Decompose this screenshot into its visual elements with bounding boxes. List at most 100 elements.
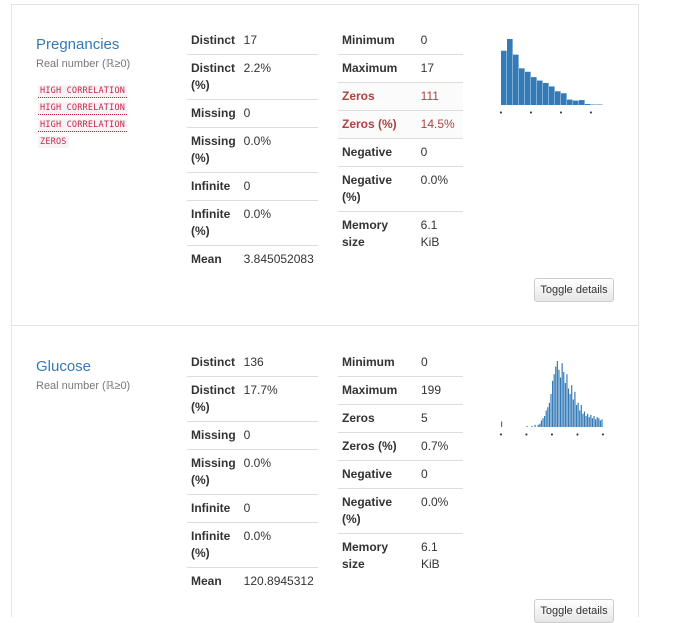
stat-label: Infinite (%) — [187, 201, 240, 246]
histogram-bar — [573, 101, 579, 105]
histogram-bar — [549, 403, 550, 427]
histogram-bar — [546, 411, 547, 428]
badge-list: HIGH CORRELATION HIGH CORRELATION HIGH C… — [38, 85, 127, 152]
stat-value: 0 — [417, 139, 463, 167]
high-correlation-badge[interactable]: HIGH CORRELATION — [38, 119, 127, 132]
stat-value: 111 — [417, 83, 463, 111]
stat-value: 0.0% — [240, 523, 318, 568]
histogram-tick-label: • — [601, 431, 605, 439]
histogram-bar — [597, 417, 598, 427]
histogram-bar — [578, 403, 579, 427]
histogram-tick-label: • — [550, 431, 554, 439]
zeros-badge: ZEROS — [38, 136, 69, 148]
variable-name[interactable]: Glucose — [36, 358, 91, 375]
histogram-tick-label: • — [499, 431, 503, 439]
stat-row-warning: Zeros (%)14.5% — [338, 111, 463, 139]
stat-value: 0.7% — [417, 433, 463, 461]
variable-name[interactable]: Pregnancies — [36, 36, 119, 53]
stat-row: Distinct (%)17.7% — [187, 377, 318, 422]
histogram-bar — [601, 419, 602, 427]
histogram-tick-label: • — [575, 431, 579, 439]
histogram-bar — [543, 83, 549, 105]
stat-label: Missing — [187, 422, 240, 450]
stat-value: 14.5% — [417, 111, 463, 139]
stat-label: Zeros (%) — [338, 433, 417, 461]
histogram-bar — [525, 72, 531, 105]
histogram-bar — [555, 91, 561, 105]
histogram-chart[interactable]: • • • • • — [497, 357, 607, 442]
histogram-bar — [581, 405, 582, 427]
stat-value: 3.845052083 — [240, 246, 318, 274]
histogram-chart[interactable]: •••• — [497, 35, 607, 120]
histogram-bar — [539, 424, 540, 427]
histogram-bar — [573, 400, 574, 428]
histogram-tick-label: • — [524, 431, 528, 439]
stat-row: Infinite (%)0.0% — [187, 201, 318, 246]
stat-label: Negative — [338, 139, 417, 167]
histogram-tick-label: • — [499, 109, 503, 117]
high-correlation-badge[interactable]: HIGH CORRELATION — [38, 102, 127, 115]
histogram-bar — [544, 416, 545, 427]
histogram-bar — [589, 417, 590, 427]
histogram-bar — [563, 372, 564, 427]
stat-label: Distinct — [187, 27, 240, 55]
histogram-bar — [584, 412, 585, 427]
stat-value: 6.1 KiB — [417, 212, 463, 257]
stat-label: Maximum — [338, 377, 417, 405]
histogram-bar — [600, 420, 601, 427]
histogram-bar — [579, 100, 585, 105]
stat-row: Missing (%)0.0% — [187, 450, 318, 495]
histogram-bar — [501, 51, 507, 105]
toggle-details-button[interactable]: Toggle details — [534, 599, 614, 623]
stat-label: Distinct — [187, 349, 240, 377]
stat-label: Zeros (%) — [338, 111, 417, 139]
stat-value: 0 — [417, 349, 463, 377]
stat-label: Maximum — [338, 55, 417, 83]
stat-label: Memory size — [338, 534, 417, 579]
histogram-bar — [595, 419, 596, 427]
histogram-tick-label: • — [529, 109, 533, 117]
histogram-bar — [590, 415, 591, 427]
stat-row: Distinct (%)2.2% — [187, 55, 318, 100]
histogram-bar — [579, 411, 580, 428]
stat-row: Infinite (%)0.0% — [187, 523, 318, 568]
stat-label: Minimum — [338, 349, 417, 377]
histogram-bar — [513, 55, 519, 105]
stat-row: Missing (%)0.0% — [187, 128, 318, 173]
variable-type: Real number (ℝ≥0) — [36, 379, 130, 392]
histogram-bar — [557, 361, 558, 427]
histogram-bar — [527, 426, 528, 427]
histogram-bar — [538, 425, 539, 427]
histogram-bar — [552, 381, 553, 427]
stat-label: Missing (%) — [187, 128, 240, 173]
histogram-bar — [570, 394, 571, 427]
histogram-bar — [558, 370, 559, 427]
histogram-bar — [566, 374, 567, 427]
histogram-bar — [507, 39, 513, 105]
stat-value: 5 — [417, 405, 463, 433]
stat-value: 120.8945312 — [240, 568, 318, 596]
high-correlation-badge[interactable]: HIGH CORRELATION — [38, 85, 127, 98]
histogram-tick-label: • — [559, 109, 563, 117]
toggle-details-button[interactable]: Toggle details — [534, 278, 614, 302]
stat-value: 0.0% — [240, 201, 318, 246]
histogram-bar — [587, 414, 588, 427]
variable-panel-pregnancies: Pregnancies Real number (ℝ≥0) HIGH CORRE… — [11, 4, 639, 326]
stat-label: Negative (%) — [338, 167, 417, 212]
stat-value: 17 — [240, 27, 318, 55]
